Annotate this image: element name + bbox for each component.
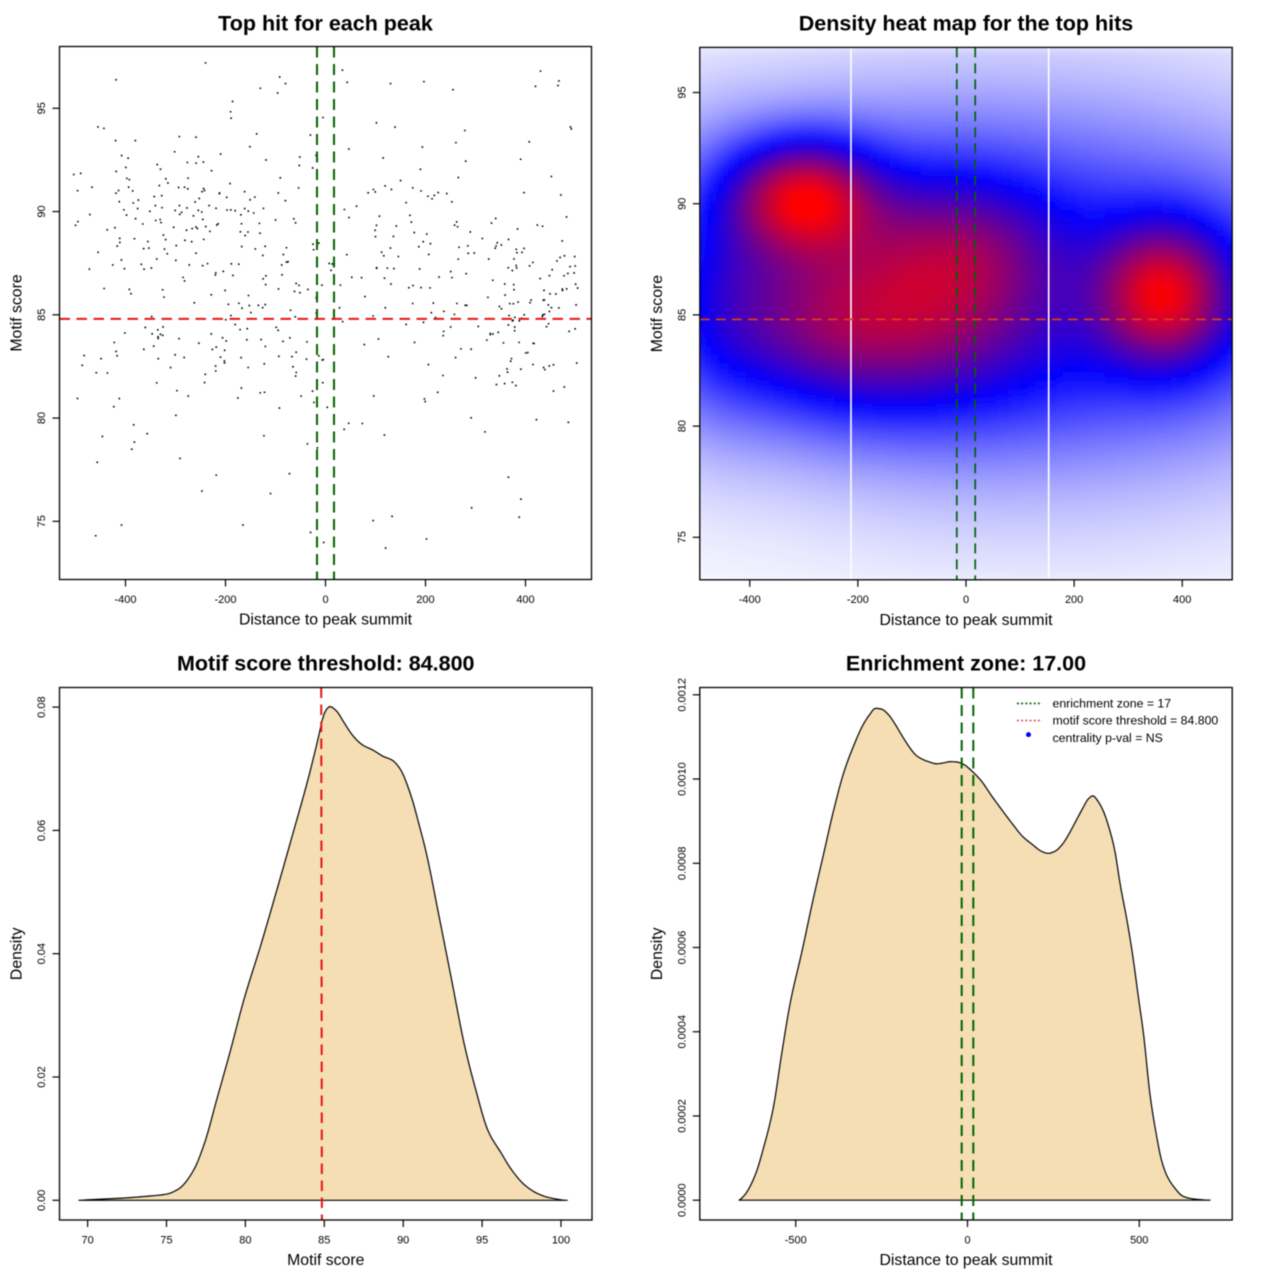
- svg-text:Motif score: Motif score: [9, 274, 26, 351]
- svg-text:Enrichment zone: 17.00: Enrichment zone: 17.00: [846, 652, 1086, 676]
- svg-text:85: 85: [318, 1234, 330, 1246]
- svg-text:0.04: 0.04: [36, 943, 48, 964]
- svg-text:0.0000: 0.0000: [676, 1183, 688, 1217]
- svg-text:95: 95: [36, 102, 48, 114]
- svg-text:100: 100: [552, 1234, 570, 1246]
- svg-text:Density heat map for the top h: Density heat map for the top hits: [799, 12, 1134, 36]
- svg-text:0: 0: [964, 1234, 970, 1246]
- svg-text:-200: -200: [214, 594, 236, 606]
- svg-text:200: 200: [416, 594, 434, 606]
- svg-text:500: 500: [1130, 1234, 1148, 1246]
- svg-text:200: 200: [1065, 594, 1083, 606]
- svg-text:85: 85: [676, 309, 688, 321]
- svg-text:0.00: 0.00: [36, 1190, 48, 1211]
- svg-text:95: 95: [676, 86, 688, 98]
- svg-text:90: 90: [36, 205, 48, 217]
- svg-text:0: 0: [963, 594, 969, 606]
- svg-text:90: 90: [676, 198, 688, 210]
- svg-text:0.0002: 0.0002: [676, 1099, 688, 1133]
- svg-text:95: 95: [476, 1234, 488, 1246]
- svg-text:Distance to peak summit: Distance to peak summit: [880, 1252, 1054, 1269]
- svg-text:80: 80: [239, 1234, 251, 1246]
- svg-text:400: 400: [516, 594, 534, 606]
- svg-text:0.0010: 0.0010: [676, 762, 688, 796]
- svg-text:75: 75: [676, 531, 688, 543]
- svg-text:0.06: 0.06: [36, 820, 48, 841]
- svg-text:Motif score: Motif score: [287, 1252, 364, 1269]
- svg-text:75: 75: [160, 1234, 172, 1246]
- svg-text:80: 80: [36, 412, 48, 424]
- svg-text:0.0004: 0.0004: [676, 1015, 688, 1049]
- svg-text:0: 0: [322, 594, 328, 606]
- svg-text:85: 85: [36, 309, 48, 321]
- svg-text:-400: -400: [739, 594, 761, 606]
- svg-text:400: 400: [1173, 594, 1191, 606]
- svg-text:centrality p-val = NS: centrality p-val = NS: [1053, 731, 1163, 745]
- svg-text:75: 75: [36, 515, 48, 527]
- svg-text:Motif score threshold: 84.800: Motif score threshold: 84.800: [177, 652, 475, 676]
- svg-text:Motif score: Motif score: [649, 275, 666, 352]
- svg-text:Distance to peak summit: Distance to peak summit: [239, 612, 413, 629]
- svg-text:0.0012: 0.0012: [676, 678, 688, 712]
- svg-text:90: 90: [397, 1234, 409, 1246]
- svg-text:0.0008: 0.0008: [676, 846, 688, 880]
- svg-text:80: 80: [676, 420, 688, 432]
- svg-text:Density: Density: [649, 927, 666, 980]
- svg-text:0.02: 0.02: [36, 1066, 48, 1087]
- svg-text:motif score threshold = 84.800: motif score threshold = 84.800: [1053, 714, 1219, 728]
- svg-text:0.08: 0.08: [36, 696, 48, 717]
- svg-text:-200: -200: [847, 594, 869, 606]
- svg-text:Top hit for each peak: Top hit for each peak: [218, 12, 433, 36]
- svg-text:-500: -500: [785, 1234, 807, 1246]
- svg-text:70: 70: [81, 1234, 93, 1246]
- svg-text:enrichment zone = 17: enrichment zone = 17: [1053, 696, 1172, 710]
- svg-text:-400: -400: [114, 594, 136, 606]
- svg-text:0.0006: 0.0006: [676, 931, 688, 965]
- svg-text:Density: Density: [9, 927, 26, 980]
- svg-text:Distance to peak summit: Distance to peak summit: [880, 612, 1054, 629]
